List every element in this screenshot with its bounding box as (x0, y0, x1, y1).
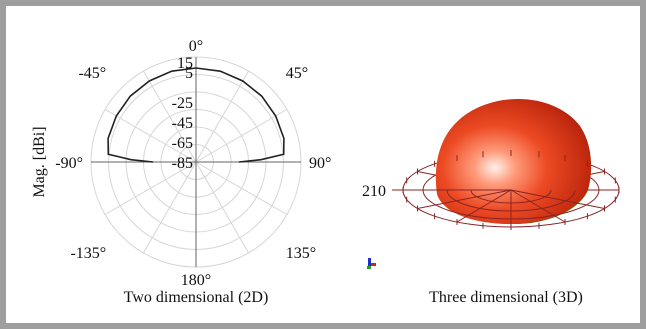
polar-grid (91, 57, 301, 267)
axes-triad-icon (367, 258, 376, 269)
polar-grid-spoke (144, 162, 197, 253)
angle-tick-label: 45° (286, 65, 308, 82)
tick-label-3d: 210 (362, 183, 386, 200)
radial-tick-label: -25 (172, 95, 193, 112)
angle-tick-label: 0° (189, 38, 203, 55)
caption-3d: Three dimensional (3D) (429, 289, 583, 306)
polar-grid-spoke (196, 162, 287, 215)
angle-tick-label: 90° (309, 155, 331, 172)
radial-tick-label: -65 (172, 135, 193, 152)
radial-axis-label: Mag. [dBi] (31, 126, 48, 197)
angle-tick-label: -45° (78, 65, 106, 82)
angle-tick-label: -90° (55, 155, 83, 172)
angle-tick-label: 135° (286, 245, 316, 262)
radial-tick-label: -45 (172, 115, 193, 132)
angle-tick-label: -135° (70, 245, 106, 262)
angle-tick-label: 180° (181, 272, 211, 289)
polar-plot: 155-25-45-65-85 0°45°90°135°180°-135°-90… (31, 38, 331, 306)
polar-grid-spoke (196, 110, 287, 163)
polar-grid-spoke (196, 71, 249, 162)
radial-tick-label: -85 (172, 155, 193, 172)
dome-surface (436, 99, 591, 224)
caption-2d: Two dimensional (2D) (124, 289, 269, 306)
radial-tick-label: 5 (185, 65, 193, 82)
polar-grid-spoke (196, 162, 249, 253)
pattern-3d: 210 Three dimensional (3D) (362, 99, 619, 306)
